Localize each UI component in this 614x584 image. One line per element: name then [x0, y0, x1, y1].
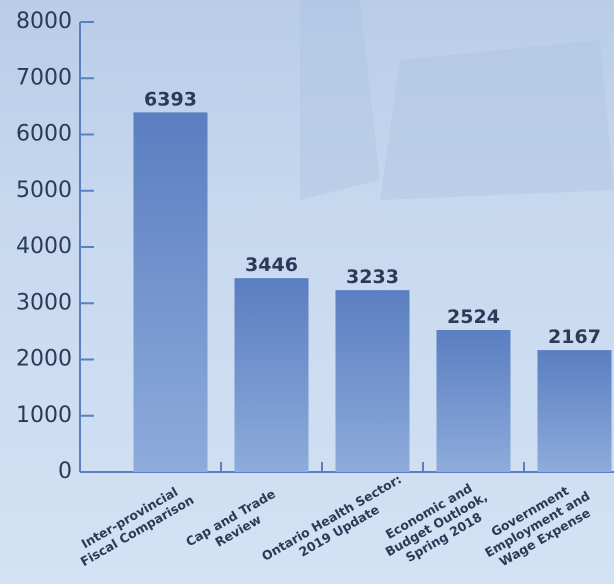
y-tick-label: 7000 — [16, 65, 72, 90]
background-image — [300, 0, 614, 200]
value-label: 3233 — [346, 266, 399, 288]
y-tick-label: 4000 — [16, 234, 72, 259]
y-tick-label: 3000 — [16, 290, 72, 315]
bar — [436, 330, 511, 472]
y-tick-label: 0 — [58, 459, 72, 484]
value-label: 3446 — [245, 254, 298, 276]
y-tick-label: 2000 — [16, 347, 72, 372]
bar — [234, 278, 309, 472]
bar — [133, 112, 208, 473]
value-label: 2524 — [447, 306, 500, 328]
y-tick-label: 8000 — [16, 9, 72, 34]
bar — [335, 290, 410, 472]
bar — [537, 350, 612, 472]
y-tick-label: 6000 — [16, 122, 72, 147]
y-tick-label: 1000 — [16, 403, 72, 428]
value-label: 2167 — [548, 326, 601, 348]
y-tick-label: 5000 — [16, 178, 72, 203]
value-label: 6393 — [144, 88, 197, 110]
